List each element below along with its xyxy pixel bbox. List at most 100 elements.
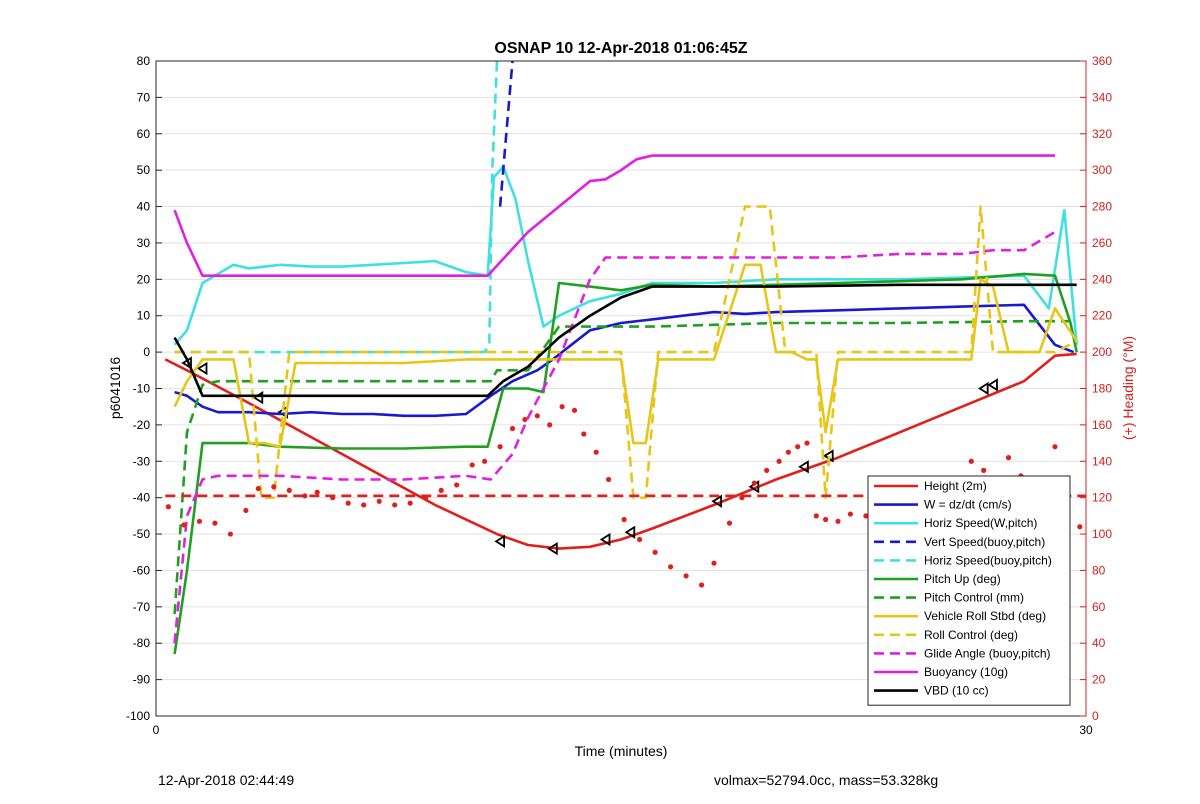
legend-entry: Buoyancy (10g) [924, 665, 1008, 679]
legend-entry: Horiz Speed(buoy,pitch) [924, 553, 1052, 567]
data-point [559, 404, 565, 410]
data-point [847, 511, 854, 517]
data-point [1052, 444, 1058, 450]
data-point [376, 498, 382, 504]
data-point [813, 513, 819, 519]
y2-tick-label: 40 [1092, 636, 1106, 650]
data-point [509, 425, 516, 432]
x-tick-label: 0 [153, 723, 160, 737]
y2-tick-label: 280 [1092, 200, 1112, 214]
data-point [345, 500, 351, 506]
axes: -100-90-80-70-60-50-40-30-20-10010203040… [126, 54, 1112, 737]
data-point [668, 564, 674, 570]
series-line [174, 60, 499, 354]
data-point [739, 495, 745, 501]
y-tick-label: -90 [133, 673, 151, 687]
legend: Height (2m) W = dz/dt (cm/s) Horiz Speed(W… [867, 475, 1071, 706]
x-tick-label: 30 [1079, 723, 1093, 737]
data-point [227, 531, 233, 537]
y2-tick-label: 160 [1092, 418, 1112, 432]
data-point [1077, 524, 1083, 530]
y-tick-label: 0 [143, 345, 150, 359]
data-point [330, 495, 336, 501]
height-marker [978, 381, 989, 396]
data-point [165, 504, 171, 510]
data-point [835, 518, 841, 524]
y2-tick-label: 180 [1092, 382, 1112, 396]
data-point [361, 502, 367, 508]
y-tick-label: -100 [126, 709, 150, 723]
legend-entry: Vert Speed(buoy,pitch) [924, 535, 1045, 549]
y-tick-label: -60 [133, 563, 151, 577]
data-point [547, 422, 553, 428]
series-3 [498, 60, 514, 207]
y2-tick-label: 340 [1092, 90, 1112, 104]
height-marker [987, 378, 998, 392]
data-point [764, 467, 770, 473]
y-tick-label: -80 [133, 636, 151, 650]
height-marker [599, 532, 611, 547]
legend-entry: Vehicle Roll Stbd (deg) [924, 609, 1046, 623]
data-point [652, 549, 658, 555]
series-line [164, 352, 1077, 550]
legend-entry: Horiz Speed(W,pitch) [924, 516, 1037, 530]
y2-tick-label: 80 [1092, 563, 1106, 577]
y2-tick-label: 260 [1092, 236, 1112, 250]
data-point [438, 487, 444, 493]
legend-box [867, 475, 1071, 706]
series-line [173, 165, 1078, 346]
y-tick-label: 50 [137, 163, 151, 177]
data-point [302, 493, 308, 499]
series-11 [173, 283, 1077, 398]
height-marker [196, 361, 208, 376]
y-axis-label: p6041016 [107, 357, 123, 420]
series-line [173, 319, 1071, 615]
data-point [823, 516, 829, 523]
y-tick-label: -40 [133, 491, 151, 505]
data-point [482, 458, 488, 464]
chart-title: OSNAP 10 12-Apr-2018 01:06:45Z [494, 40, 747, 57]
data-point [606, 476, 612, 483]
data-point [243, 507, 249, 514]
series-line [173, 154, 1055, 278]
series-1 [174, 303, 1075, 418]
data-point [621, 516, 627, 523]
data-point [711, 560, 717, 566]
series-6 [173, 319, 1071, 615]
data-point [637, 536, 643, 543]
data-point [968, 458, 974, 464]
y2-tick-label: 120 [1092, 491, 1112, 505]
y2-tick-label: 20 [1092, 673, 1106, 687]
data-point [314, 489, 320, 495]
y2-tick-label: 360 [1092, 54, 1112, 68]
height-marker [624, 525, 636, 539]
y-tick-label: 30 [137, 236, 151, 250]
footer-timestamp: 12-Apr-2018 02:44:49 [158, 772, 295, 788]
series-line [173, 230, 1056, 644]
x-axis-label: Time (minutes) [575, 743, 668, 759]
data-point [271, 484, 277, 490]
y2-tick-label: 220 [1092, 309, 1112, 323]
data-point [255, 485, 261, 492]
y-tick-label: -50 [133, 527, 151, 541]
data-point [522, 416, 528, 423]
data-point [469, 462, 475, 468]
data-point [593, 449, 599, 455]
legend-entry: Height (2m) [924, 479, 987, 493]
legend-entry: W = dz/dt (cm/s) [924, 498, 1012, 512]
data-point [454, 482, 460, 488]
y-tick-label: 60 [137, 127, 151, 141]
series-9 [173, 230, 1056, 644]
y-tick-label: -30 [133, 454, 151, 468]
height-marker [494, 534, 506, 548]
data-point [286, 487, 292, 493]
y2-tick-label: 100 [1092, 527, 1112, 541]
height-marker [711, 494, 722, 508]
data-point [726, 520, 733, 526]
y2-tick-label: 240 [1092, 272, 1112, 286]
y2-tick-label: 60 [1092, 600, 1106, 614]
data-point [212, 520, 218, 526]
series-2 [173, 165, 1078, 346]
series-10 [173, 154, 1055, 278]
